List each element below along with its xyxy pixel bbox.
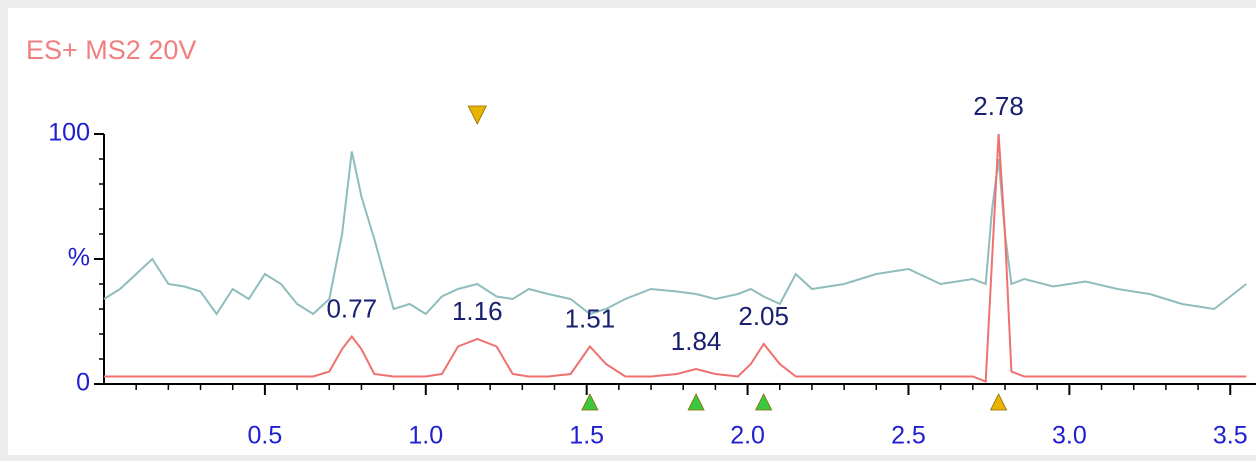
chart-title: ES+ MS2 20V [26,35,196,65]
marker [467,105,487,125]
panel [8,8,1256,455]
peak-label: 1.16 [452,296,503,326]
x-tick-label: 3.0 [1052,422,1087,450]
marker [989,393,1008,411]
y-tick-label: 100 [48,119,90,147]
y-tick-label: 0 [76,369,90,397]
y-tick-label: % [68,244,90,272]
x-tick-label: 0.5 [248,422,283,450]
x-tick-label: 1.5 [569,422,604,450]
peak-label: 1.84 [671,326,722,356]
trace [104,133,1247,383]
trace [103,151,1247,316]
x-tick-label: 2.5 [891,422,926,450]
marker [687,393,705,411]
peak-label: 2.05 [738,301,789,331]
x-tick-label: 1.0 [408,422,443,450]
peak-label: 0.77 [326,293,377,323]
x-tick-label: 2.0 [730,422,765,450]
marker [581,393,599,411]
peak-label: 1.51 [565,303,616,333]
marker [755,393,773,411]
x-tick-label: 3.5 [1213,422,1248,450]
peak-label: 2.78 [973,91,1024,121]
